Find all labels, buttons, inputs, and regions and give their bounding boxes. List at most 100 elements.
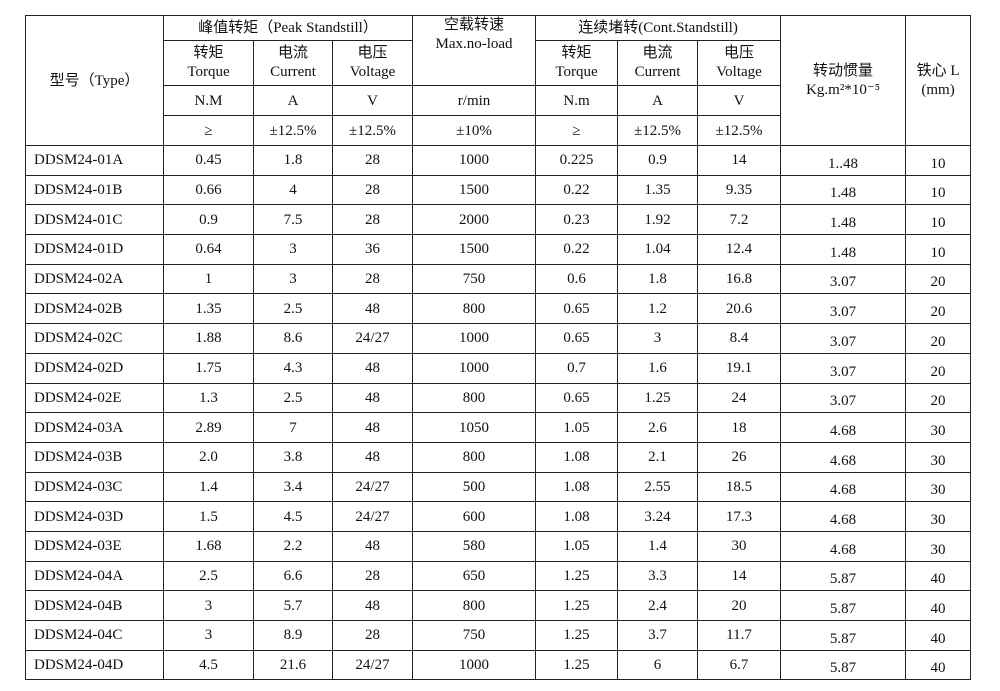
data-row: DDSM24-04A 2.5 6.6 28 650 1.25 3.3 14 5.87 40 [25,560,972,592]
value-cell: 0.23 [535,204,619,236]
value-cell: 4.68 [780,412,907,443]
tolerance-cell: ±12.5% [697,115,782,146]
model-cell: DDSM24-04B [25,590,164,621]
data-row: DDSM24-02D 1.75 4.3 48 1000 0.7 1.6 19.1 3.07 20 [25,352,972,384]
value-cell: 2.4 [617,590,699,621]
value-cell: 1.35 [163,293,254,325]
value-cell: 1.25 [535,649,619,681]
value-cell: 10 [905,204,972,236]
value-cell: 30 [905,501,972,532]
value-cell: 20 [905,382,972,414]
value-cell: 4.68 [780,471,907,503]
value-cell: 1000 [412,323,537,354]
value-cell: 30 [905,412,972,443]
value-cell: 1.8 [617,263,699,295]
data-row: DDSM24-04D 4.5 21.6 24/27 1000 1.25 6 6.7 5.87 40 [25,649,972,681]
header-cell: 电压 Voltage [697,40,782,86]
data-row: DDSM24-01D 0.64 3 36 1500 0.22 1.04 12.4 1.48 10 [25,234,972,265]
header-en: Torque [187,64,230,80]
data-row: DDSM24-03B 2.0 3.8 48 800 1.08 2.1 26 4.68 30 [25,441,972,473]
model-cell: DDSM24-02A [25,263,164,295]
value-cell: 30 [905,530,972,562]
data-row: DDSM24-02B 1.35 2.5 48 800 0.65 1.2 20.6 3.07 20 [25,293,972,325]
value-cell: 3.07 [780,263,907,295]
value-cell: 3 [253,263,333,295]
value-cell: 3.07 [780,382,907,414]
value-cell: 2.0 [163,441,254,473]
value-cell: 9.35 [697,174,782,206]
value-cell: 0.66 [163,174,254,206]
value-cell: 1.25 [535,560,619,592]
model-cell: DDSM24-02B [25,293,164,325]
value-cell: 580 [412,530,537,562]
header-cell: 电压 Voltage [331,40,414,86]
value-cell: 8.4 [697,323,782,354]
value-cell: 0.9 [163,204,254,236]
value-cell: 48 [331,293,414,325]
value-cell: 48 [331,412,414,443]
value-cell: 800 [412,293,537,325]
data-row: DDSM24-03E 1.68 2.2 48 580 1.05 1.4 30 4.68 30 [25,530,972,562]
value-cell: 800 [412,441,537,473]
data-row: DDSM24-03C 1.4 3.4 24/27 500 1.08 2.55 18.5 4.68… [25,471,972,503]
header-cell: 转矩 Torque [163,40,254,86]
tolerance-cell: ±12.5% [253,115,333,146]
header-en: Voltage [716,64,762,80]
value-cell: 2.55 [617,471,699,503]
data-row: DDSM24-04C 3 8.9 28 750 1.25 3.7 11.7 5.87 40 [25,620,972,651]
value-cell: 1.05 [535,530,619,562]
value-cell: 0.64 [163,234,254,265]
header-zh: 电流 [642,45,673,61]
unit-cell: A [617,85,699,116]
value-cell: 11.7 [697,620,782,651]
value-cell: 600 [412,501,537,532]
value-cell: 1.3 [163,382,254,414]
data-row: DDSM24-02C 1.88 8.6 24/27 1000 0.65 3 8.4 3.07 20 [25,323,972,354]
value-cell: 1.92 [617,204,699,236]
value-cell: 1.75 [163,352,254,384]
value-cell: 1.5 [163,501,254,532]
value-cell: 1000 [412,145,537,176]
header-en: Voltage [349,64,396,80]
value-cell: 800 [412,590,537,621]
value-cell: 3 [163,620,254,651]
value-cell: 4.68 [780,501,907,532]
value-cell: 4.5 [163,649,254,681]
value-cell: 3.24 [617,501,699,532]
value-cell: 36 [331,234,414,265]
header-en: Torque [555,64,598,80]
value-cell: 1.48 [780,204,907,236]
value-cell: 650 [412,560,537,592]
value-cell: 14 [697,560,782,592]
value-cell: 20 [905,352,972,384]
value-cell: 2.2 [253,530,333,562]
value-cell: 8.6 [253,323,333,354]
value-cell: 4.68 [780,441,907,473]
model-cell: DDSM24-02D [25,352,164,384]
value-cell: 20.6 [697,293,782,325]
header-cell: 峰值转矩（Peak Standstill） [162,15,414,41]
value-cell: 19.1 [697,352,782,384]
tolerance-cell: ≥ [535,115,619,146]
value-cell: 6 [617,649,699,681]
value-cell: 2.89 [163,412,254,443]
model-cell: DDSM24-01A [25,145,164,176]
model-cell: DDSM24-03C [25,471,164,503]
model-cell: DDSM24-03B [25,441,164,473]
value-cell: 2.1 [617,441,699,473]
value-cell: 26 [697,441,782,473]
value-cell: 7.5 [253,204,333,236]
header-cell: 转动惯量 Kg.m²*10⁻⁵ [780,15,907,146]
value-cell: 24/27 [331,649,414,681]
value-cell: 10 [905,174,972,206]
value-cell: 3.7 [617,620,699,651]
value-cell: 28 [331,620,414,651]
value-cell: 18.5 [697,471,782,503]
value-cell: 1.2 [617,293,699,325]
model-cell: DDSM24-03E [25,530,164,562]
header-row: 型号（Type） 峰值转矩（Peak Standstill） 空载转速 Max.n… [25,15,972,146]
spec-table: 型号（Type） 峰值转矩（Peak Standstill） 空载转速 Max.n… [25,15,972,681]
value-cell: 48 [331,530,414,562]
value-cell: 18 [697,412,782,443]
unit-cell: N.m [535,85,619,116]
